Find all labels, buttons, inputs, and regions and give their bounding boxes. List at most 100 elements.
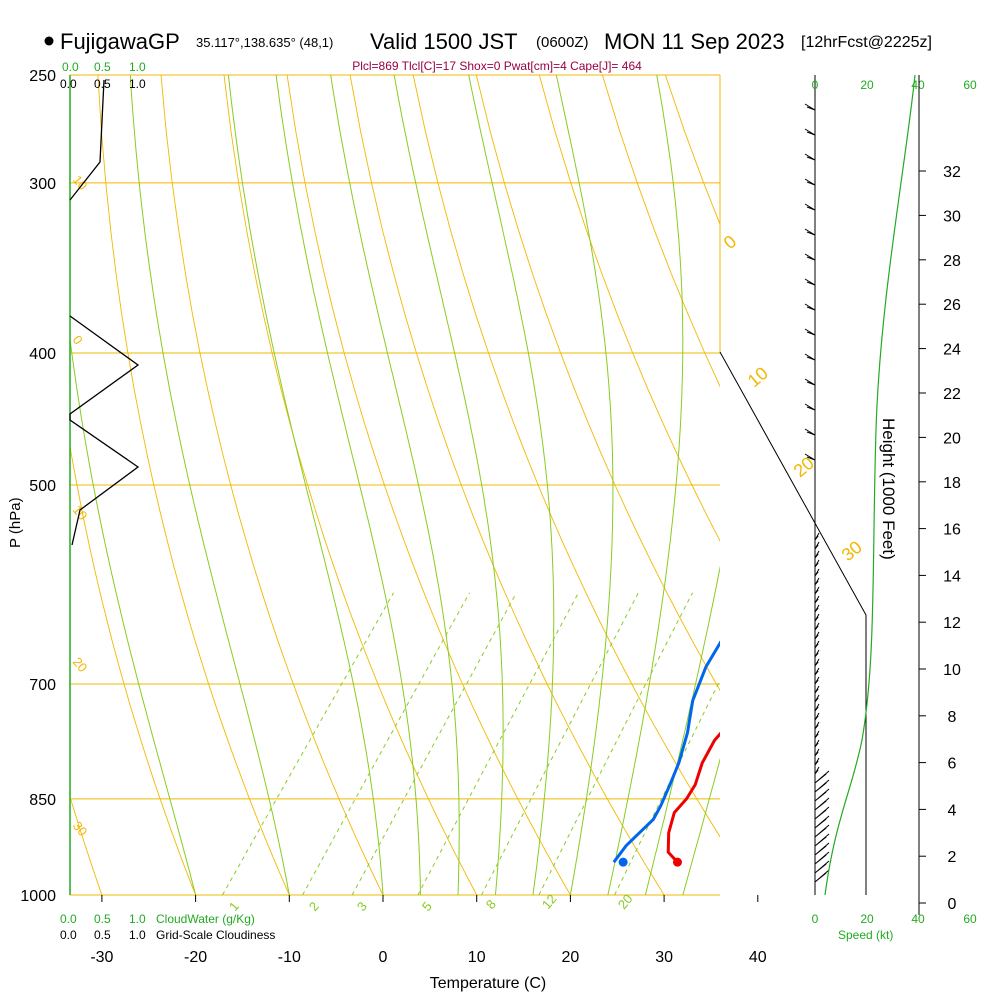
- wind-barb-48: [814, 824, 830, 838]
- wind-barb-43: [814, 779, 830, 793]
- cloudwater-scale-top-1: 0.5: [94, 60, 111, 74]
- y-tick-label-400: 400: [29, 346, 56, 363]
- wind-barb-24: [814, 613, 820, 622]
- cloudiness-scale-bottom-0: 0.0: [60, 928, 77, 942]
- zulu-time: (0600Z): [536, 34, 589, 51]
- moist-adiabat-label-1: 0: [70, 332, 86, 347]
- y-tick-label-250: 250: [29, 68, 56, 85]
- dry-adiabat-110: [855, 75, 1000, 895]
- height-tick-label-24: 24: [943, 342, 961, 359]
- mixing-ratio-label-20: 20: [615, 891, 636, 912]
- wind-barb-20: [814, 577, 820, 586]
- wind-speed-profile: [824, 74, 916, 896]
- cloudiness-scale-bottom-1: 0.5: [94, 928, 111, 942]
- mixing-ratio-label-5: 5: [419, 899, 435, 914]
- mixing-ratio-label-2: 2: [306, 899, 322, 914]
- wind-tick-top-0: 0: [812, 78, 819, 92]
- x-tick-label-30: 30: [655, 949, 673, 966]
- temperature-trace: [666, 731, 720, 864]
- mixing-ratio-line-3: [351, 592, 517, 895]
- moist-adiabat--10: [129, 75, 290, 895]
- mixing-ratio-grid: [222, 592, 720, 895]
- moist-adiabat-label-4: 30: [70, 818, 91, 839]
- cloudiness-scale-top-0: 0.0: [60, 77, 77, 91]
- parcel-trace: [759, 75, 1000, 684]
- cloudwater-scale-bottom-2: 1.0: [129, 912, 146, 926]
- cloudwater-scale-bottom-1: 0.5: [94, 912, 111, 926]
- y-tick-label-1000: 1000: [20, 888, 56, 905]
- wind-barb-36: [814, 721, 820, 730]
- wind-barb-21: [814, 586, 820, 595]
- wind-barb-46: [814, 806, 830, 820]
- dewpoint-trace: [612, 640, 720, 864]
- wind-barb-18: [814, 559, 820, 568]
- wind-barb-51: [814, 851, 830, 865]
- wind-barb-49: [814, 833, 830, 847]
- height-tick-label-0: 0: [948, 896, 957, 913]
- wind-barb-23: [814, 604, 820, 613]
- mixing-ratio-label-3: 3: [354, 899, 370, 914]
- wind-tick-top-20: 20: [860, 78, 874, 92]
- station-dot-icon: [44, 36, 54, 46]
- x-tick-label-10: 10: [468, 949, 486, 966]
- wind-tick-bottom-60: 60: [963, 912, 977, 926]
- forecast-info: [12hrFcst@2225z]: [801, 34, 932, 51]
- height-tick-label-26: 26: [943, 297, 961, 314]
- wind-barb-52: [814, 860, 830, 874]
- wind-barb-30: [814, 667, 820, 676]
- surface-dewpoint-marker: [618, 857, 628, 867]
- wind-barb-11: [804, 378, 816, 386]
- wind-barb-6: [804, 253, 816, 261]
- wind-barb-34: [814, 703, 820, 712]
- mixing-ratio-label-12: 12: [539, 891, 560, 912]
- moist-adiabat-label-0: 10: [70, 172, 91, 193]
- wind-barb-12: [804, 403, 816, 411]
- dry-adiabat-label-1: 10: [744, 363, 772, 391]
- mixing-ratio-line-20: [614, 679, 720, 895]
- cloudwater-scale-top-2: 1.0: [129, 60, 146, 74]
- wind-speed-label: Speed (kt): [838, 928, 893, 942]
- mixing-ratio-line-1: [222, 592, 395, 895]
- wind-barb-14: [804, 453, 816, 461]
- wind-barb-15: [814, 532, 820, 541]
- wind-panel: 0 20 40 60 0 20 40 60 Speed (kt): [804, 74, 977, 942]
- dry-adiabat-10: [223, 75, 478, 895]
- cloudiness-scale-top-1: 0.5: [94, 77, 111, 91]
- dry-adiabat-label-3: 30: [838, 537, 866, 565]
- y-tick-label-500: 500: [29, 478, 56, 495]
- height-tick-label-20: 20: [943, 430, 961, 447]
- y-axis-ticks: 250 300 400 500 700 850 1000: [20, 68, 56, 905]
- wind-barb-44: [814, 788, 830, 802]
- x-tick-label--20: -20: [184, 949, 207, 966]
- wind-barb-19: [814, 568, 820, 577]
- mixing-ratio-line-5: [417, 592, 579, 895]
- moist-adiabat-label-3: 20: [70, 654, 91, 675]
- cloud-panel: 0.0 0.5 1.0 0.0 0.5 1.0 0.0 0.5 1.0 Clou…: [60, 60, 275, 942]
- dry-adiabat--10: [97, 75, 290, 895]
- cloudwater-scale-bottom-0: 0.0: [60, 912, 77, 926]
- height-tick-label-10: 10: [943, 662, 961, 679]
- y-axis-label: P (hPa): [7, 497, 24, 548]
- wind-tick-bottom-0: 0: [812, 912, 819, 926]
- moist-adiabat-4: [275, 75, 421, 895]
- height-tick-label-32: 32: [943, 164, 961, 181]
- wind-barb-42: [814, 770, 830, 784]
- dry-adiabat-label-2: 20: [790, 453, 818, 481]
- x-axis-label: Temperature (C): [430, 975, 546, 992]
- station-coords: 35.117°,138.635° (48,1): [196, 35, 333, 50]
- wind-barb-9: [804, 328, 816, 336]
- moist-adiabat-grid: [70, 75, 720, 895]
- isobar-grid: [70, 74, 720, 896]
- wind-barb-25: [814, 622, 820, 631]
- cloudiness-scale-bottom-2: 1.0: [129, 928, 146, 942]
- height-axis-label: Height (1000 Feet): [879, 418, 898, 560]
- height-tick-label-16: 16: [943, 522, 961, 539]
- wind-barb-41: [814, 766, 820, 775]
- wind-barb-38: [814, 739, 820, 748]
- moist-adiabat-28: [644, 565, 720, 895]
- wind-barb-50: [814, 842, 830, 856]
- height-tick-label-14: 14: [943, 568, 961, 585]
- valid-time: Valid 1500 JST: [370, 29, 518, 54]
- wind-barb-29: [814, 658, 820, 667]
